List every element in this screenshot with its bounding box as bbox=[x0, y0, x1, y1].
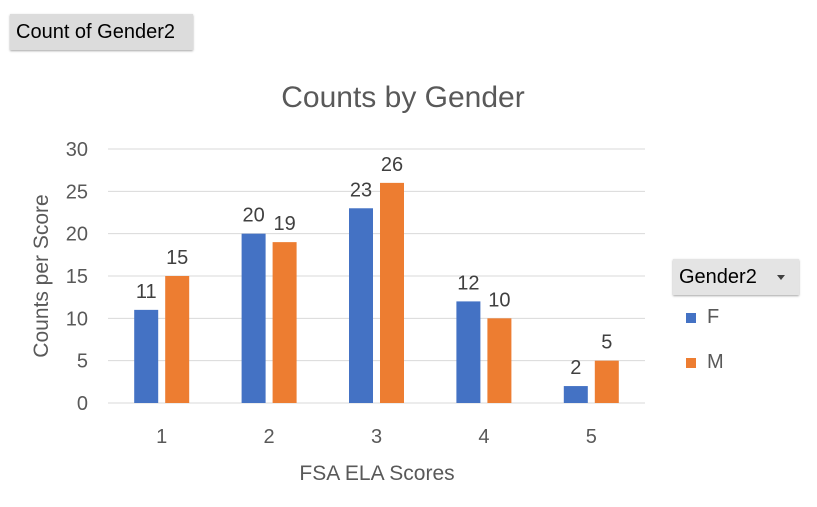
x-tick-label: 3 bbox=[371, 426, 382, 448]
x-tick-label: 4 bbox=[478, 426, 489, 448]
data-label: 26 bbox=[381, 154, 403, 176]
pivot-field-button[interactable]: Count of Gender2 bbox=[10, 14, 193, 50]
data-label: 5 bbox=[601, 332, 612, 354]
legend-swatch-m bbox=[686, 358, 696, 368]
legend-label-m: M bbox=[707, 351, 724, 373]
x-axis-title: FSA ELA Scores bbox=[299, 462, 454, 485]
x-tick-label: 2 bbox=[264, 426, 275, 448]
legend-swatch-f bbox=[686, 313, 696, 323]
y-tick-label: 5 bbox=[77, 351, 88, 373]
bars bbox=[134, 182, 619, 403]
bar-f-5 bbox=[563, 386, 588, 403]
dropdown-arrow-icon[interactable] bbox=[777, 275, 785, 280]
bar-m-1 bbox=[165, 276, 190, 403]
data-labels: 11 15 20 19 23 26 12 10 25 bbox=[136, 154, 613, 379]
data-label: 23 bbox=[350, 179, 372, 201]
gridlines bbox=[108, 148, 645, 404]
y-tick-label: 15 bbox=[66, 266, 88, 288]
x-tick-label: 5 bbox=[586, 426, 597, 448]
x-tick-label: 1 bbox=[156, 426, 167, 448]
bar-m-5 bbox=[594, 360, 619, 403]
bar-f-3 bbox=[349, 208, 373, 403]
y-tick-label: 20 bbox=[66, 224, 88, 246]
y-tick-label: 30 bbox=[66, 139, 88, 161]
y-tick-label: 25 bbox=[66, 181, 88, 203]
bar-f-4 bbox=[456, 301, 481, 403]
data-label: 15 bbox=[166, 247, 188, 269]
data-label: 10 bbox=[488, 289, 510, 311]
chart-title: Counts by Gender bbox=[281, 81, 524, 114]
bar-f-1 bbox=[134, 309, 159, 403]
y-axis-title: Counts per Score bbox=[30, 194, 53, 357]
legend-label-f: F bbox=[707, 306, 720, 328]
y-tick-labels: 0 5 10 15 20 25 30 bbox=[66, 139, 88, 415]
bar-m-2 bbox=[272, 242, 297, 403]
data-label: 11 bbox=[136, 281, 157, 303]
data-label: 12 bbox=[457, 272, 479, 294]
y-tick-label: 0 bbox=[77, 393, 88, 415]
x-tick-labels: 1 2 3 4 5 bbox=[156, 426, 597, 448]
data-label: 19 bbox=[273, 213, 295, 235]
bar-f-2 bbox=[241, 233, 266, 403]
bar-m-4 bbox=[487, 318, 512, 403]
data-label: 2 bbox=[570, 357, 581, 379]
bar-m-3 bbox=[380, 182, 404, 403]
legend-title: Gender2 bbox=[679, 266, 757, 288]
legend-filter-button[interactable]: Gender2 bbox=[673, 259, 799, 295]
data-label: 20 bbox=[242, 205, 264, 227]
y-tick-label: 10 bbox=[66, 308, 88, 330]
